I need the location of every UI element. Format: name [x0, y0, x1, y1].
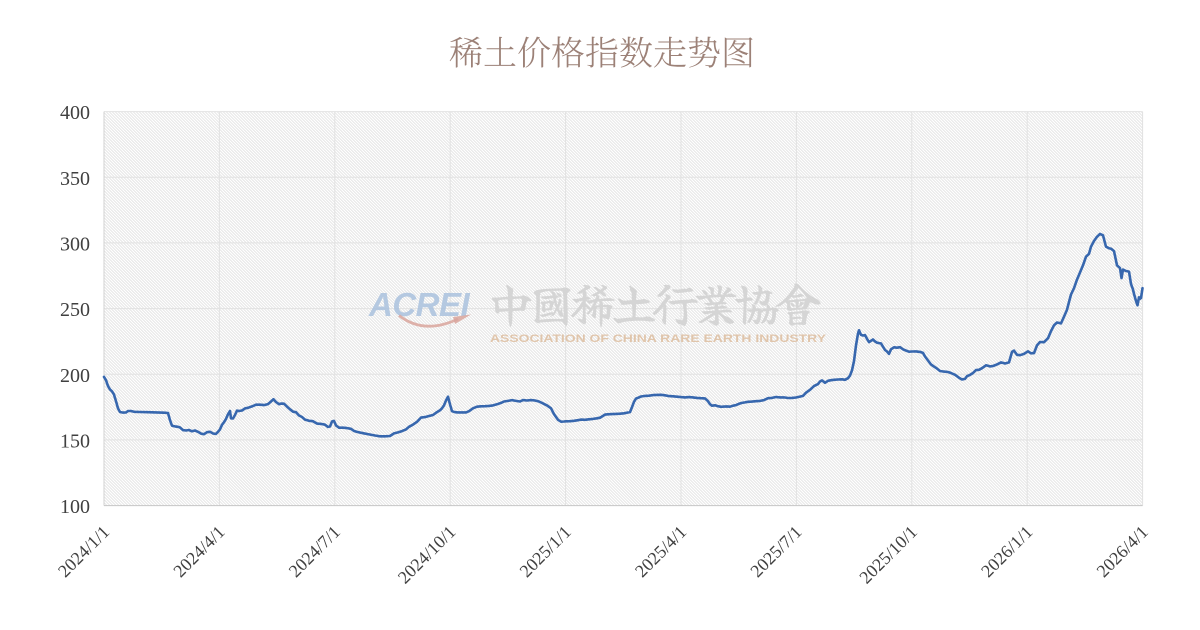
- svg-text:100: 100: [60, 496, 90, 518]
- svg-text:ASSOCIATION OF CHINA RARE EART: ASSOCIATION OF CHINA RARE EARTH INDUSTRY: [490, 333, 827, 345]
- svg-text:ACREI: ACREI: [368, 286, 471, 323]
- svg-text:400: 400: [60, 102, 90, 124]
- svg-text:150: 150: [60, 430, 90, 452]
- svg-text:250: 250: [60, 299, 90, 321]
- svg-text:350: 350: [60, 168, 90, 190]
- svg-text:200: 200: [60, 365, 90, 387]
- svg-text:300: 300: [60, 233, 90, 255]
